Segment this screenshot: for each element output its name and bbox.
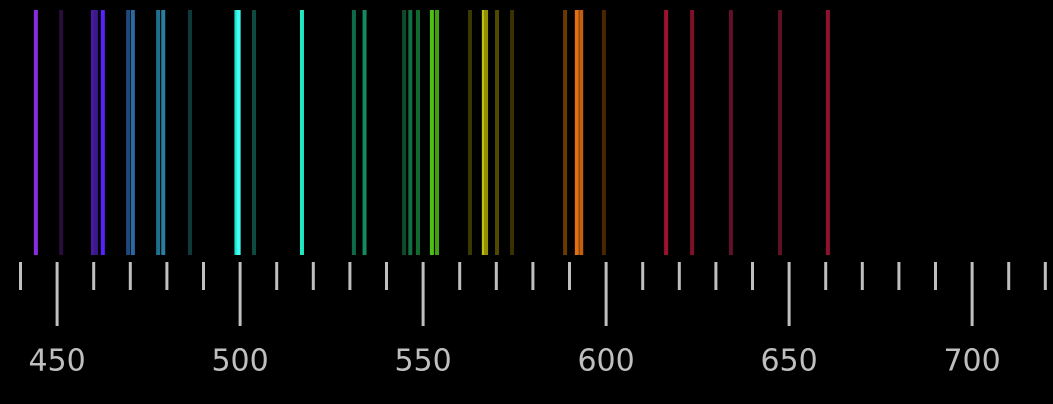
emission-line: [363, 10, 367, 255]
emission-line: [778, 10, 782, 255]
emission-line: [126, 10, 130, 255]
emission-line: [59, 10, 63, 255]
emission-line: [34, 10, 38, 255]
emission-line: [579, 10, 583, 255]
spectrum-chart: 450 500 550 600 650 700: [0, 0, 1053, 404]
emission-line: [416, 10, 420, 255]
emission-line: [408, 10, 412, 255]
emission-line: [94, 10, 98, 255]
emission-line: [435, 10, 439, 255]
emission-line: [300, 10, 304, 255]
emission-line: [430, 10, 434, 255]
emission-line: [252, 10, 256, 255]
x-tick-label: 700: [943, 344, 1000, 379]
emission-line: [495, 10, 499, 255]
emission-line: [602, 10, 606, 255]
emission-line: [101, 10, 105, 255]
emission-line: [131, 10, 135, 255]
x-tick-label: 450: [28, 344, 85, 379]
emission-line: [237, 10, 241, 255]
emission-line: [826, 10, 830, 255]
emission-line: [188, 10, 192, 255]
emission-line: [161, 10, 165, 255]
emission-line: [510, 10, 514, 255]
emission-line: [402, 10, 406, 255]
emission-line: [664, 10, 668, 255]
emission-line: [563, 10, 567, 255]
emission-line: [468, 10, 472, 255]
emission-line: [729, 10, 733, 255]
emission-line: [690, 10, 694, 255]
x-tick-label: 500: [211, 344, 268, 379]
emission-line: [575, 10, 579, 255]
emission-line: [156, 10, 160, 255]
x-tick-label: 600: [577, 344, 634, 379]
x-tick-label: 650: [760, 344, 817, 379]
emission-line: [352, 10, 356, 255]
emission-line: [484, 10, 488, 255]
x-tick-label: 550: [394, 344, 451, 379]
page: {"chart_data": { "type": "spectrum", "x"…: [0, 0, 1053, 404]
